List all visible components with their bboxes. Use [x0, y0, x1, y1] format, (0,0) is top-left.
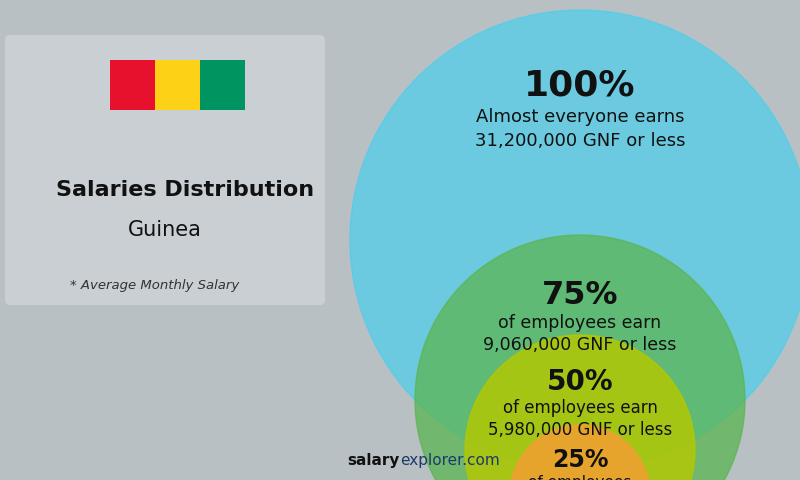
Text: 5,980,000 GNF or less: 5,980,000 GNF or less	[488, 421, 672, 439]
Text: 9,060,000 GNF or less: 9,060,000 GNF or less	[483, 336, 677, 354]
Circle shape	[510, 425, 650, 480]
Text: 75%: 75%	[542, 279, 618, 311]
Circle shape	[415, 235, 745, 480]
Circle shape	[350, 10, 800, 470]
Bar	[200, 60, 245, 110]
Text: * Average Monthly Salary: * Average Monthly Salary	[70, 278, 240, 291]
Text: 100%: 100%	[524, 68, 636, 102]
Text: Guinea: Guinea	[128, 220, 202, 240]
Text: salary: salary	[348, 453, 400, 468]
Circle shape	[465, 335, 695, 480]
Text: of employees earn: of employees earn	[498, 314, 662, 332]
Text: Salaries Distribution: Salaries Distribution	[56, 180, 314, 200]
Text: of employees: of employees	[528, 475, 632, 480]
Text: of employees earn: of employees earn	[502, 399, 658, 417]
FancyBboxPatch shape	[5, 35, 325, 305]
Text: explorer.com: explorer.com	[400, 453, 500, 468]
Text: 25%: 25%	[552, 448, 608, 472]
Text: 31,200,000 GNF or less: 31,200,000 GNF or less	[474, 132, 686, 150]
Text: Almost everyone earns: Almost everyone earns	[476, 108, 684, 126]
Bar	[155, 60, 200, 110]
Text: 50%: 50%	[546, 368, 614, 396]
Bar	[110, 60, 155, 110]
